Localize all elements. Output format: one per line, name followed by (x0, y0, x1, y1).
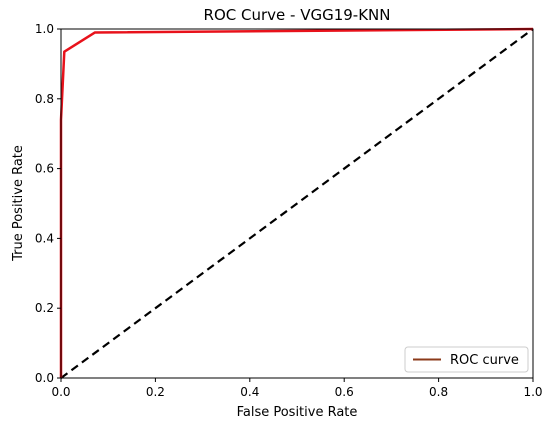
plot-frame (60, 28, 534, 379)
y-axis-ticks: 0.0 0.2 0.4 0.6 0.8 1.0 (35, 22, 61, 385)
y-tick-label: 0.2 (35, 301, 54, 315)
y-tick-label: 0.6 (35, 162, 54, 176)
x-axis-ticks: 0.0 0.2 0.4 0.6 0.8 1.0 (51, 378, 543, 399)
y-tick-label: 1.0 (35, 22, 54, 36)
y-axis-label: True Positive Rate (11, 145, 26, 262)
x-tick-label: 0.8 (429, 385, 448, 399)
x-tick-label: 0.2 (146, 385, 165, 399)
x-tick-label: 1.0 (523, 385, 542, 399)
x-tick-label: 0.6 (335, 385, 354, 399)
y-tick-label: 0.8 (35, 92, 54, 106)
y-tick-label: 0.0 (35, 371, 54, 385)
chart-title: ROC Curve - VGG19-KNN (204, 6, 391, 24)
legend-box (404, 346, 529, 373)
plot-area (59, 27, 534, 379)
legend-label-roc-curve: ROC curve (450, 353, 519, 368)
x-axis-label: False Positive Rate (237, 405, 358, 420)
legend: ROC curve (404, 346, 529, 373)
y-tick-label: 0.4 (35, 231, 54, 245)
x-tick-label: 0.0 (51, 385, 70, 399)
x-tick-label: 0.4 (240, 385, 259, 399)
random-classifier-diagonal (60, 28, 534, 379)
